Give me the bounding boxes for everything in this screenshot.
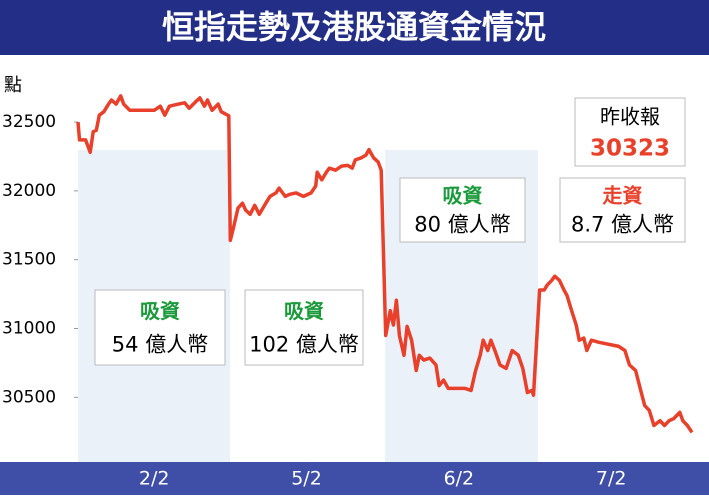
annotation-label: 吸資 (140, 299, 180, 323)
line (76, 94, 694, 434)
annotation-label: 吸資 (284, 299, 324, 323)
annotation-label: 吸資 (443, 184, 483, 208)
annotation-label: 走資 (603, 184, 643, 208)
chart-title: 恒指走勢及港股通資金情況 (162, 8, 546, 46)
y-axis-label: 點 (4, 75, 22, 96)
annotation-text: 54 億人幣 (112, 333, 208, 357)
y-tick-label: 30500 (2, 387, 56, 407)
annotation-text: 102 億人幣 (249, 333, 359, 357)
prev-close-box (574, 97, 686, 167)
x-tick-label: 6/2 (444, 468, 475, 490)
prev-close-value: 30323 (590, 136, 670, 162)
y-tick-label: 32000 (2, 181, 56, 201)
prev-close-label: 昨收報 (600, 105, 660, 129)
annotation-text: 8.7 億人幣 (571, 212, 674, 236)
y-tick-label: 32500 (2, 112, 56, 132)
x-axis-bar (0, 462, 709, 495)
y-tick-label: 31000 (2, 318, 56, 338)
annotation-box (94, 289, 226, 366)
y-tick-label: 31500 (2, 250, 56, 270)
title-bar (0, 0, 709, 55)
annotation-box (559, 177, 686, 243)
annotation-box (399, 177, 526, 243)
x-tick-label: 5/2 (291, 468, 322, 490)
x-tick-label: 7/2 (596, 468, 627, 490)
annotation-box (244, 289, 364, 366)
annotation-text: 80 億人幣 (414, 212, 510, 236)
x-tick-label: 2/2 (139, 468, 170, 490)
